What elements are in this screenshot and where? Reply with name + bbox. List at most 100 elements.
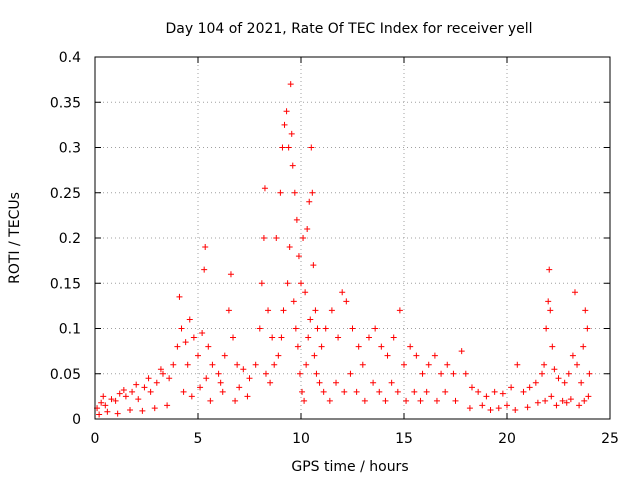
- x-tick-label: 15: [395, 431, 413, 447]
- data-point: [203, 375, 210, 382]
- data-point: [534, 399, 541, 406]
- data-point: [287, 81, 294, 88]
- data-point: [284, 280, 291, 287]
- data-point: [419, 370, 426, 377]
- data-point: [504, 402, 510, 409]
- data-point: [188, 393, 195, 400]
- data-point: [370, 379, 377, 386]
- data-point: [571, 289, 578, 296]
- data-point: [277, 189, 284, 196]
- data-point: [411, 388, 418, 395]
- data-point: [195, 352, 201, 359]
- data-point: [407, 343, 414, 350]
- data-point: [127, 406, 134, 413]
- data-point: [549, 343, 556, 350]
- data-point: [184, 361, 191, 368]
- data-point: [569, 352, 576, 359]
- data-point: [227, 271, 234, 278]
- y-tick-label: 0.1: [59, 322, 81, 338]
- data-point: [262, 370, 269, 377]
- data-point: [442, 388, 449, 395]
- data-point: [425, 361, 432, 368]
- data-point: [547, 307, 554, 314]
- data-point: [417, 397, 424, 404]
- data-point: [314, 325, 321, 332]
- data-point: [271, 361, 278, 368]
- data-point: [520, 388, 527, 395]
- y-tick-label: 0.3: [59, 141, 81, 157]
- data-point: [258, 280, 265, 287]
- data-point: [413, 352, 420, 359]
- data-point: [307, 316, 314, 323]
- data-point: [135, 396, 142, 403]
- data-point: [586, 370, 593, 377]
- data-point: [574, 361, 581, 368]
- data-point: [355, 343, 362, 350]
- data-point: [122, 393, 129, 400]
- data-point: [328, 307, 335, 314]
- data-point: [353, 388, 360, 395]
- data-point: [565, 370, 572, 377]
- data-point: [260, 235, 267, 241]
- data-point: [283, 108, 290, 115]
- data-point: [153, 379, 160, 386]
- data-point: [157, 366, 164, 373]
- data-point: [221, 352, 228, 359]
- data-point: [584, 325, 591, 332]
- data-point: [230, 334, 237, 341]
- data-point: [403, 397, 410, 404]
- x-axis-label: GPS time / hours: [291, 459, 408, 475]
- data-point: [431, 352, 438, 359]
- data-point: [305, 334, 312, 341]
- data-point: [104, 408, 111, 415]
- data-point: [219, 388, 226, 395]
- data-point: [234, 361, 241, 368]
- data-point: [390, 334, 397, 341]
- data-point: [468, 384, 475, 391]
- data-point: [542, 397, 549, 404]
- data-point: [236, 384, 243, 391]
- data-point: [551, 366, 558, 373]
- y-tick-label: 0.15: [50, 276, 81, 292]
- data-point: [499, 390, 506, 397]
- data-point: [215, 370, 222, 377]
- x-tick-label: 25: [601, 431, 619, 447]
- data-point: [269, 334, 276, 341]
- y-tick-label: 0.4: [59, 50, 81, 66]
- data-point: [309, 189, 316, 196]
- data-point: [341, 388, 348, 395]
- data-point: [567, 396, 574, 403]
- data-point: [159, 370, 166, 377]
- data-point: [333, 379, 340, 386]
- data-point: [205, 343, 212, 350]
- data-point: [512, 406, 519, 413]
- data-point: [300, 235, 307, 241]
- data-point: [365, 334, 372, 341]
- data-point: [280, 307, 287, 314]
- data-point: [290, 298, 297, 305]
- data-point: [100, 393, 107, 400]
- data-point: [347, 370, 354, 377]
- y-tick-label: 0.35: [50, 95, 81, 111]
- data-point: [180, 388, 187, 395]
- data-point: [376, 388, 383, 395]
- data-point: [209, 361, 216, 368]
- data-point: [384, 352, 391, 359]
- data-point: [240, 366, 247, 373]
- data-point: [313, 370, 320, 377]
- data-point: [178, 325, 185, 332]
- data-point: [98, 399, 105, 406]
- data-point: [563, 399, 570, 406]
- data-point: [475, 388, 482, 395]
- data-point: [120, 387, 127, 394]
- data-point: [423, 388, 430, 395]
- data-point: [438, 370, 445, 377]
- data-point: [514, 361, 521, 368]
- data-point: [483, 393, 490, 400]
- data-point: [289, 162, 296, 169]
- data-point: [199, 330, 206, 337]
- data-point: [378, 343, 385, 350]
- data-point: [273, 235, 280, 241]
- data-point: [246, 375, 253, 382]
